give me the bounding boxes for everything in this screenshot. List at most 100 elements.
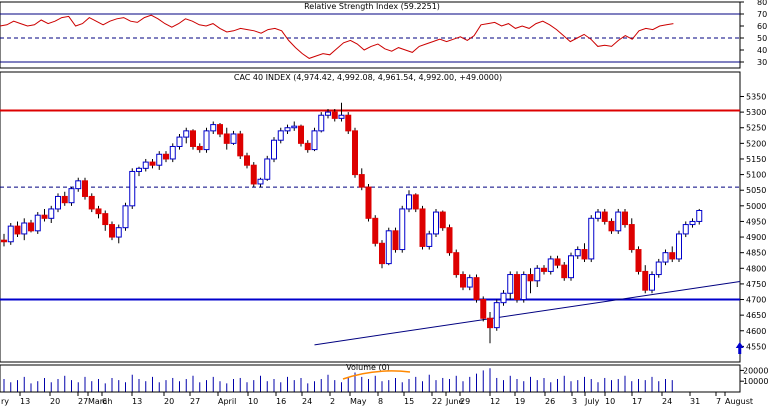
price-tick-label: 5100 bbox=[746, 171, 766, 180]
x-tick-label: 3 bbox=[572, 397, 577, 406]
candle-down bbox=[541, 267, 547, 272]
candle bbox=[473, 274, 480, 303]
candle-down bbox=[298, 125, 304, 144]
x-tick-label: 22 bbox=[432, 397, 442, 406]
candle-up bbox=[264, 158, 271, 180]
candle bbox=[507, 271, 514, 300]
candle-down bbox=[527, 274, 534, 282]
candle-up bbox=[615, 211, 622, 232]
candle-down bbox=[412, 194, 419, 210]
candle-up bbox=[257, 178, 264, 185]
x-tick-label: 15 bbox=[404, 397, 414, 406]
x-tick-label: 12 bbox=[490, 397, 500, 406]
candle-down bbox=[358, 174, 365, 188]
candle-down bbox=[446, 227, 453, 254]
x-tick-label: 10 bbox=[605, 397, 615, 406]
candle bbox=[169, 143, 176, 163]
x-tick-label: 20 bbox=[50, 397, 60, 406]
candle-down bbox=[352, 130, 358, 176]
candle-up bbox=[183, 130, 190, 138]
candle-down bbox=[331, 111, 338, 119]
price-tick-label: 4650 bbox=[746, 311, 766, 320]
x-tick-label: 26 bbox=[545, 397, 555, 406]
candle bbox=[642, 265, 649, 294]
price-tick-label: 5050 bbox=[746, 186, 766, 195]
rsi-tick-label: 40 bbox=[757, 46, 767, 55]
candle bbox=[244, 152, 250, 169]
candle-down bbox=[61, 195, 68, 204]
candle bbox=[338, 102, 345, 122]
x-tick-label-partial: ry bbox=[1, 397, 9, 406]
candle-up bbox=[176, 136, 183, 147]
candle-up bbox=[466, 277, 473, 288]
candle-down bbox=[453, 252, 460, 276]
candle bbox=[7, 223, 14, 245]
candle bbox=[412, 193, 419, 213]
x-tick-label: 29 bbox=[460, 397, 470, 406]
candle-up bbox=[115, 227, 122, 238]
candle-down bbox=[460, 274, 466, 288]
candle bbox=[203, 127, 210, 153]
candle bbox=[581, 243, 588, 263]
candle-up bbox=[507, 274, 514, 294]
x-tick-label: 31 bbox=[690, 397, 700, 406]
candle-down bbox=[217, 124, 223, 135]
candle bbox=[230, 130, 237, 145]
candle-down bbox=[304, 142, 311, 151]
rsi-panel: Relative Strength Index (59.2251) 30 40 50… bbox=[0, 0, 767, 69]
price-tick-label: 4900 bbox=[746, 233, 766, 242]
candle bbox=[149, 158, 156, 169]
candle bbox=[379, 240, 385, 269]
candle bbox=[284, 124, 291, 134]
candle bbox=[365, 183, 372, 222]
volume-title: Volume (0) bbox=[346, 363, 390, 372]
candle bbox=[14, 221, 21, 238]
candle-up bbox=[48, 208, 55, 219]
candle-up bbox=[689, 220, 696, 226]
candle bbox=[237, 130, 244, 159]
candle bbox=[487, 312, 493, 344]
candle bbox=[547, 255, 554, 275]
candle bbox=[95, 205, 102, 219]
x-tick-label: May bbox=[350, 397, 367, 406]
candle bbox=[1, 233, 7, 247]
candle bbox=[136, 166, 142, 177]
candle bbox=[466, 274, 473, 291]
candle bbox=[122, 202, 129, 231]
candle bbox=[196, 143, 203, 153]
candle bbox=[568, 252, 574, 281]
candle-down bbox=[608, 220, 615, 232]
candle bbox=[446, 224, 453, 256]
candle bbox=[311, 127, 318, 152]
price-tick-label: 5150 bbox=[746, 155, 766, 164]
candle-up bbox=[277, 130, 284, 141]
candle-down bbox=[109, 224, 115, 238]
candle bbox=[406, 190, 412, 213]
candle bbox=[520, 271, 527, 303]
candle bbox=[41, 208, 48, 222]
candle bbox=[291, 121, 298, 131]
candle bbox=[68, 187, 75, 206]
candle-up bbox=[122, 205, 129, 229]
candle-up bbox=[311, 130, 318, 151]
candle bbox=[554, 255, 561, 269]
candle-up bbox=[210, 124, 217, 132]
candle bbox=[453, 249, 460, 278]
candle-up bbox=[406, 194, 412, 210]
candle bbox=[649, 271, 655, 294]
candle bbox=[527, 268, 534, 294]
candle-down bbox=[439, 211, 446, 229]
candle-up bbox=[682, 224, 689, 235]
candle bbox=[176, 133, 183, 150]
candle-up bbox=[169, 145, 176, 160]
candle-down bbox=[1, 239, 7, 243]
rsi-title: Relative Strength Index (59.2251) bbox=[304, 2, 440, 11]
candle-down bbox=[28, 222, 34, 232]
candle-up bbox=[55, 195, 61, 210]
candle-down bbox=[642, 270, 649, 291]
candle bbox=[345, 112, 352, 134]
candle-down bbox=[601, 211, 608, 222]
x-tick-label: March bbox=[88, 397, 112, 406]
rsi-tick-label: 30 bbox=[757, 58, 767, 67]
